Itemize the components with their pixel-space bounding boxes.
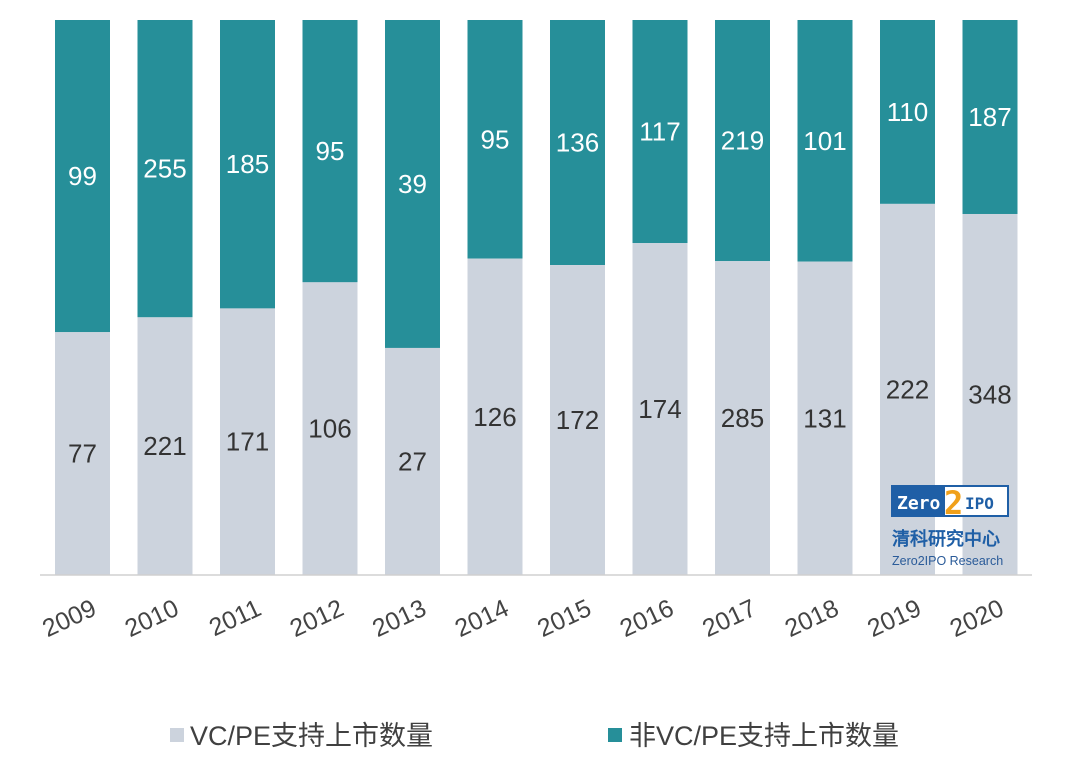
bar-vcpe-2009 (55, 332, 110, 575)
value-label-vcpe-2019: 222 (886, 374, 929, 404)
x-tick-label-2017: 2017 (698, 594, 760, 643)
value-label-vcpe-2009: 77 (68, 439, 97, 469)
bar-non-vcpe-2009 (55, 20, 110, 333)
bar-vcpe-2010 (137, 317, 193, 575)
zero2ipo-logo: Zero 2 IPO 清科研究中心 Zero2IPO Research (891, 484, 1009, 568)
bar-non-vcpe-2017 (715, 20, 770, 262)
value-label-vcpe-2018: 131 (803, 403, 846, 433)
value-label-non-vcpe-2016: 117 (639, 117, 680, 147)
x-tick-label-2019: 2019 (863, 594, 925, 643)
legend-item-non-vcpe: 非VC/PE支持上市数量 (608, 721, 899, 751)
legend-swatch-vcpe (170, 728, 184, 742)
legend-swatch-non-vcpe (608, 728, 622, 742)
bar-vcpe-2015 (550, 265, 605, 575)
legend: VC/PE支持上市数量 非VC/PE支持上市数量 (170, 721, 899, 751)
value-label-non-vcpe-2011: 185 (226, 149, 269, 179)
value-label-non-vcpe-2013: 39 (398, 169, 427, 199)
x-tick-label-2015: 2015 (533, 594, 595, 643)
logo-chinese-name: 清科研究中心 (892, 528, 1000, 550)
logo-brand-left: Zero (897, 493, 940, 514)
bar-vcpe-2011 (220, 308, 275, 575)
x-tick-label-2009: 2009 (38, 594, 100, 643)
bars-layer (55, 20, 1018, 575)
x-tick-label-2010: 2010 (121, 594, 183, 643)
bar-vcpe-2016 (632, 243, 688, 575)
value-label-vcpe-2017: 285 (721, 403, 764, 433)
value-label-vcpe-2012: 106 (308, 414, 351, 444)
value-label-vcpe-2011: 171 (226, 427, 269, 457)
logo-english-name: Zero2IPO Research (892, 554, 1003, 568)
value-label-vcpe-2013: 27 (398, 446, 427, 476)
bar-non-vcpe-2019 (880, 20, 935, 204)
bar-vcpe-2014 (467, 258, 523, 575)
bar-vcpe-2013 (385, 347, 440, 575)
value-label-vcpe-2010: 221 (143, 431, 186, 461)
legend-item-vcpe: VC/PE支持上市数量 (170, 721, 433, 751)
value-label-non-vcpe-2014: 95 (481, 124, 510, 154)
value-label-non-vcpe-2017: 219 (721, 126, 764, 156)
value-labels-layer: 99 77 255 221 185 171 95 106 39 27 95 126 136 172 117 1… (68, 97, 1012, 477)
x-tick-label-2012: 2012 (286, 594, 348, 643)
value-label-non-vcpe-2009: 99 (68, 161, 97, 191)
bar-non-vcpe-2011 (220, 20, 275, 309)
bar-vcpe-2017 (715, 261, 770, 575)
x-axis-ticks: 2009 2010 2011 2012 2013 2014 2015 2016 2017 2018… (38, 594, 1008, 643)
bar-non-vcpe-2014 (467, 20, 523, 259)
x-tick-label-2011: 2011 (205, 594, 266, 642)
logo-brand-right: IPO (965, 494, 994, 513)
value-label-vcpe-2015: 172 (556, 405, 599, 435)
value-label-vcpe-2020: 348 (968, 379, 1011, 409)
legend-label-non-vcpe: 非VC/PE支持上市数量 (629, 721, 899, 751)
bar-vcpe-2012 (302, 282, 358, 575)
bar-non-vcpe-2016 (632, 20, 688, 244)
bar-non-vcpe-2020 (962, 20, 1018, 214)
value-label-non-vcpe-2020: 187 (968, 102, 1011, 132)
value-label-non-vcpe-2018: 101 (803, 126, 846, 156)
x-tick-label-2014: 2014 (451, 594, 513, 643)
bar-vcpe-2018 (797, 261, 853, 575)
value-label-non-vcpe-2019: 110 (887, 97, 928, 127)
bar-non-vcpe-2018 (797, 20, 853, 262)
bar-non-vcpe-2010 (137, 20, 193, 318)
logo-fill (893, 487, 945, 515)
legend-label-vcpe: VC/PE支持上市数量 (190, 721, 433, 751)
x-tick-label-2020: 2020 (946, 594, 1008, 643)
x-tick-label-2013: 2013 (368, 594, 430, 643)
x-tick-label-2016: 2016 (616, 594, 678, 643)
x-tick-label-2018: 2018 (781, 594, 843, 643)
value-label-vcpe-2014: 126 (473, 402, 516, 432)
bar-non-vcpe-2015 (550, 20, 605, 266)
logo-brand-digit: 2 (944, 484, 963, 522)
value-label-non-vcpe-2012: 95 (316, 136, 345, 166)
bar-non-vcpe-2012 (302, 20, 358, 283)
bar-non-vcpe-2013 (385, 20, 440, 348)
value-label-vcpe-2016: 174 (638, 394, 681, 424)
value-label-non-vcpe-2010: 255 (143, 154, 186, 184)
value-label-non-vcpe-2015: 136 (556, 128, 599, 158)
